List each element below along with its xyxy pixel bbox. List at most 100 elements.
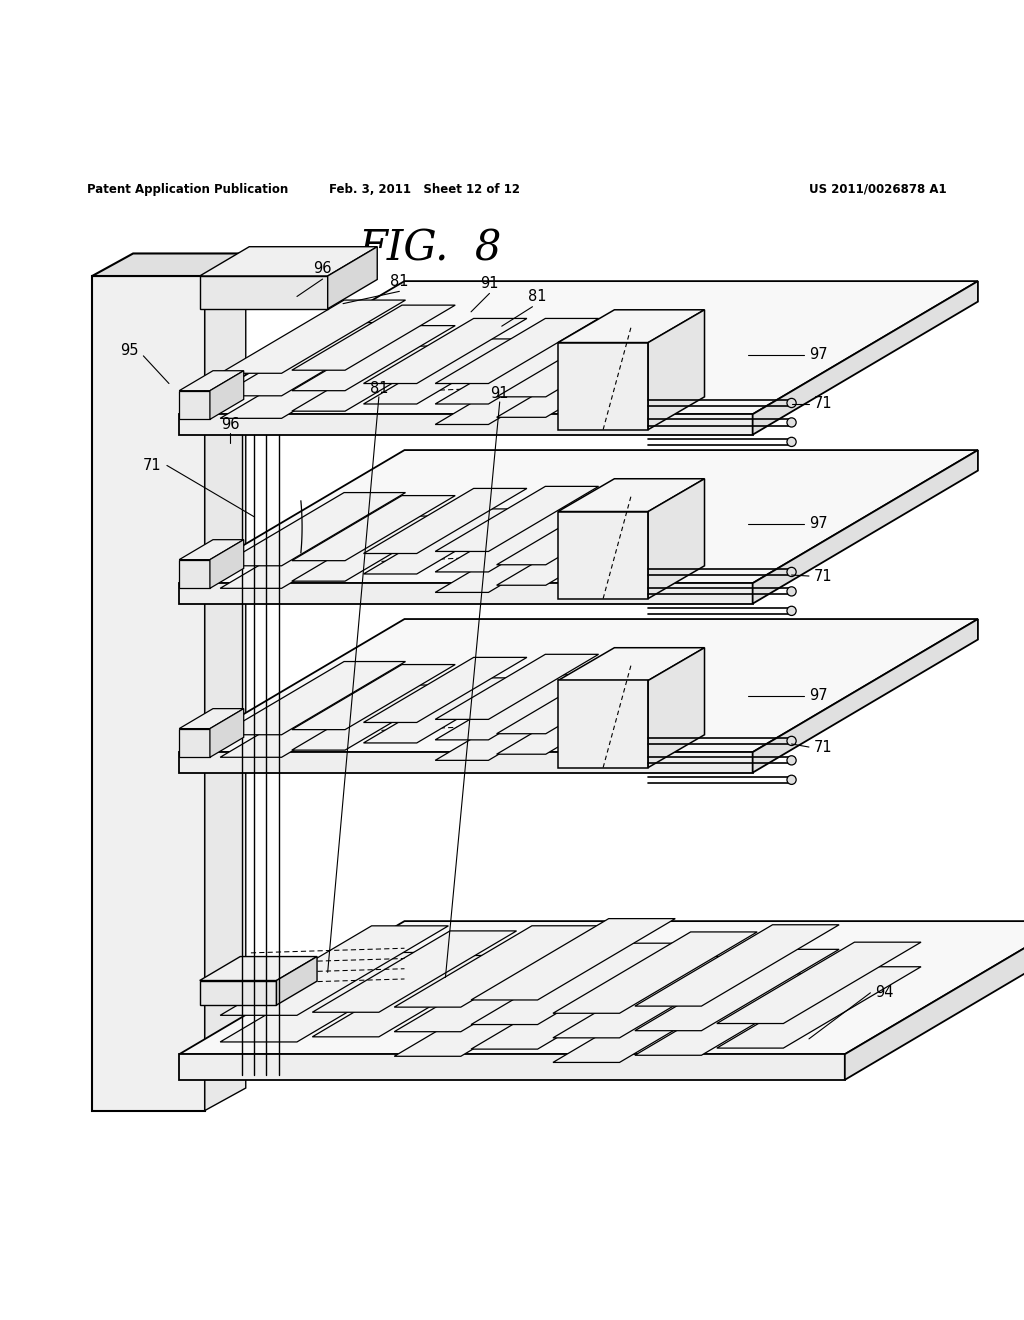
- Polygon shape: [364, 339, 527, 404]
- Polygon shape: [364, 318, 527, 384]
- Polygon shape: [200, 247, 377, 276]
- Polygon shape: [220, 345, 406, 418]
- Ellipse shape: [786, 775, 797, 784]
- Polygon shape: [497, 500, 656, 565]
- Polygon shape: [220, 661, 406, 735]
- Polygon shape: [179, 729, 210, 758]
- Polygon shape: [364, 510, 527, 574]
- Polygon shape: [558, 343, 648, 429]
- Polygon shape: [312, 931, 516, 1012]
- Polygon shape: [179, 709, 244, 729]
- Polygon shape: [497, 352, 656, 417]
- Text: Feb. 3, 2011   Sheet 12 of 12: Feb. 3, 2011 Sheet 12 of 12: [330, 182, 520, 195]
- Polygon shape: [220, 925, 449, 1015]
- Polygon shape: [558, 648, 705, 681]
- Text: 96: 96: [313, 261, 332, 276]
- Polygon shape: [553, 932, 757, 1014]
- Text: 71: 71: [143, 458, 162, 473]
- Polygon shape: [179, 450, 978, 583]
- Ellipse shape: [786, 756, 797, 766]
- Text: 81: 81: [390, 273, 409, 289]
- Polygon shape: [179, 414, 753, 434]
- Polygon shape: [364, 488, 527, 553]
- Ellipse shape: [786, 399, 797, 408]
- Text: FIG.  8: FIG. 8: [358, 228, 502, 269]
- Polygon shape: [635, 925, 839, 1006]
- Text: 81: 81: [528, 289, 547, 304]
- Polygon shape: [558, 479, 705, 512]
- Polygon shape: [553, 981, 757, 1063]
- Polygon shape: [179, 371, 244, 391]
- Polygon shape: [471, 968, 675, 1049]
- Polygon shape: [328, 247, 377, 309]
- Ellipse shape: [786, 737, 797, 746]
- Polygon shape: [292, 664, 456, 730]
- Polygon shape: [200, 276, 328, 309]
- Polygon shape: [292, 495, 456, 561]
- Ellipse shape: [786, 587, 797, 597]
- Polygon shape: [648, 648, 705, 767]
- Polygon shape: [179, 281, 978, 414]
- Polygon shape: [312, 956, 516, 1036]
- Text: 97: 97: [809, 516, 827, 532]
- Polygon shape: [220, 322, 406, 396]
- Polygon shape: [220, 515, 406, 589]
- Polygon shape: [179, 540, 244, 560]
- Polygon shape: [179, 752, 753, 772]
- Polygon shape: [845, 921, 1024, 1080]
- Polygon shape: [497, 331, 656, 397]
- Polygon shape: [179, 1055, 845, 1080]
- Polygon shape: [220, 492, 406, 566]
- Polygon shape: [292, 326, 456, 391]
- Polygon shape: [635, 974, 839, 1055]
- Polygon shape: [497, 689, 656, 754]
- Polygon shape: [558, 681, 648, 767]
- Polygon shape: [364, 657, 527, 722]
- Polygon shape: [497, 669, 656, 734]
- Polygon shape: [92, 276, 205, 1110]
- Text: 95: 95: [120, 343, 138, 358]
- Text: 94: 94: [876, 985, 894, 1001]
- Polygon shape: [292, 685, 456, 750]
- Polygon shape: [435, 359, 599, 425]
- Polygon shape: [497, 520, 656, 585]
- Polygon shape: [179, 619, 978, 752]
- Ellipse shape: [786, 568, 797, 577]
- Polygon shape: [394, 975, 598, 1056]
- Polygon shape: [364, 678, 527, 743]
- Ellipse shape: [786, 418, 797, 428]
- Polygon shape: [394, 950, 598, 1032]
- Polygon shape: [558, 512, 648, 598]
- Ellipse shape: [786, 606, 797, 615]
- Polygon shape: [200, 981, 276, 1005]
- Polygon shape: [435, 675, 599, 741]
- Polygon shape: [635, 949, 839, 1031]
- Polygon shape: [648, 310, 705, 429]
- Ellipse shape: [786, 437, 797, 446]
- Polygon shape: [648, 479, 705, 598]
- Polygon shape: [205, 253, 246, 1110]
- Polygon shape: [435, 486, 599, 552]
- Polygon shape: [435, 339, 599, 404]
- Polygon shape: [276, 957, 317, 1005]
- Polygon shape: [435, 655, 599, 719]
- Polygon shape: [200, 957, 317, 981]
- Text: 96: 96: [221, 417, 240, 432]
- Polygon shape: [220, 953, 449, 1041]
- Polygon shape: [471, 919, 675, 1001]
- Text: 71: 71: [814, 569, 833, 583]
- Polygon shape: [179, 583, 753, 603]
- Polygon shape: [558, 310, 705, 343]
- Text: 91: 91: [480, 276, 499, 290]
- Polygon shape: [471, 944, 675, 1024]
- Polygon shape: [292, 305, 456, 370]
- Polygon shape: [179, 921, 1024, 1055]
- Polygon shape: [753, 619, 978, 772]
- Polygon shape: [210, 540, 244, 589]
- Polygon shape: [753, 281, 978, 434]
- Polygon shape: [435, 318, 599, 384]
- Polygon shape: [179, 560, 210, 589]
- Polygon shape: [220, 684, 406, 758]
- Text: 91: 91: [490, 387, 509, 401]
- Text: 81: 81: [370, 381, 388, 396]
